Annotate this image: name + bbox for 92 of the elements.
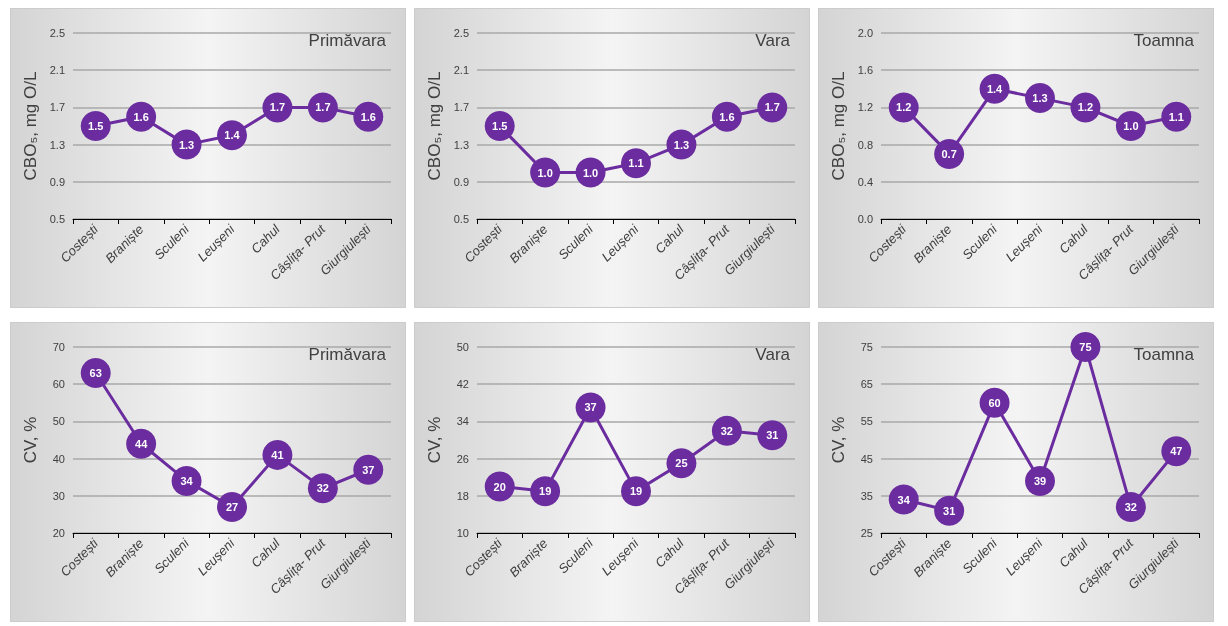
data-label: 32 xyxy=(316,482,329,495)
data-label: 63 xyxy=(89,367,102,380)
data-label: 1.0 xyxy=(537,166,553,179)
y-tick-label: 70 xyxy=(52,341,65,353)
data-label: 34 xyxy=(180,474,194,487)
y-tick-label: 0.0 xyxy=(857,213,873,225)
data-label: 1.3 xyxy=(1032,92,1048,105)
y-tick-label: 18 xyxy=(456,489,469,502)
data-label: 1.6 xyxy=(360,110,376,123)
y-tick-label: 2.5 xyxy=(49,27,65,39)
y-tick-label: 0.5 xyxy=(49,213,65,225)
y-tick-label: 26 xyxy=(456,452,469,465)
y-tick-label: 0.9 xyxy=(453,175,469,188)
y-axis-title: CBO₅, mg O/L xyxy=(20,71,40,181)
chart-title: Toamna xyxy=(1133,345,1195,364)
y-tick-label: 55 xyxy=(860,415,873,428)
y-tick-label: 75 xyxy=(860,341,873,353)
y-tick-label: 1.3 xyxy=(453,138,469,151)
y-tick-label: 42 xyxy=(456,378,469,391)
y-tick-label: 2.1 xyxy=(49,64,65,77)
data-label: 1.1 xyxy=(1168,110,1184,123)
data-label: 37 xyxy=(584,401,597,414)
y-tick-label: 0.4 xyxy=(857,175,873,188)
data-label: 37 xyxy=(362,463,375,476)
data-label: 19 xyxy=(629,485,643,498)
data-label: 31 xyxy=(766,429,779,442)
y-tick-label: 20 xyxy=(52,527,65,539)
data-label: 1.7 xyxy=(315,101,331,114)
point xyxy=(1161,436,1192,467)
y-tick-label: 0.5 xyxy=(453,213,469,225)
data-label: 39 xyxy=(1033,474,1047,487)
y-tick-label: 2.1 xyxy=(453,64,469,77)
y-axis-title: CV, % xyxy=(21,416,40,464)
data-label: 1.5 xyxy=(492,120,508,132)
data-label: 25 xyxy=(675,457,688,470)
data-label: 31 xyxy=(943,504,956,517)
chart-title: Vara xyxy=(755,31,791,50)
y-tick-label: 60 xyxy=(52,378,65,391)
data-label: 1.7 xyxy=(269,101,286,114)
y-tick-label: 2.5 xyxy=(453,27,469,39)
data-label: 1.6 xyxy=(133,110,149,123)
y-tick-label: 10 xyxy=(456,527,469,539)
y-tick-label: 25 xyxy=(860,527,873,539)
y-axis-title: CBO₅, mg O/L xyxy=(828,71,848,181)
data-label: 41 xyxy=(271,448,284,461)
y-tick-label: 40 xyxy=(52,452,65,465)
chart-title: Toamna xyxy=(1133,31,1195,50)
y-tick-label: 50 xyxy=(52,415,65,428)
data-label: 0.7 xyxy=(941,147,957,160)
data-label: 60 xyxy=(988,396,1001,409)
point xyxy=(353,454,384,485)
chart-title: Vara xyxy=(755,345,791,364)
data-label: 44 xyxy=(135,437,149,450)
data-label: 1.0 xyxy=(1123,120,1139,132)
y-tick-label: 1.7 xyxy=(453,101,469,114)
data-label: 1.3 xyxy=(673,138,690,151)
y-tick-label: 1.3 xyxy=(49,138,65,151)
data-label: 34 xyxy=(897,493,911,506)
y-tick-label: 50 xyxy=(456,341,469,353)
data-label: 20 xyxy=(493,480,506,493)
data-label: 47 xyxy=(1170,445,1183,458)
data-label: 1.2 xyxy=(896,101,912,114)
y-tick-label: 1.2 xyxy=(857,101,873,114)
data-label: 1.3 xyxy=(178,138,195,151)
data-label: 1.6 xyxy=(719,110,735,123)
y-tick-label: 0.9 xyxy=(49,175,65,188)
y-tick-label: 65 xyxy=(860,378,873,391)
chart-title: Primăvara xyxy=(308,31,387,50)
y-tick-label: 1.7 xyxy=(49,101,65,114)
y-tick-label: 2.0 xyxy=(857,27,873,39)
data-label: 19 xyxy=(539,485,552,498)
data-label: 75 xyxy=(1079,341,1092,353)
y-tick-label: 1.6 xyxy=(857,64,873,77)
data-label: 1.1 xyxy=(628,157,644,170)
y-tick-label: 45 xyxy=(860,452,873,465)
y-tick-label: 0.8 xyxy=(857,138,873,151)
y-tick-label: 35 xyxy=(860,489,873,502)
chart-title: Primăvara xyxy=(308,345,387,364)
y-axis-title: CV, % xyxy=(425,416,444,464)
data-label: 1.4 xyxy=(986,82,1004,95)
data-label: 32 xyxy=(720,424,733,437)
y-axis-title: CV, % xyxy=(829,416,848,464)
data-label: 27 xyxy=(225,500,239,513)
data-label: 1.5 xyxy=(88,120,104,132)
data-label: 1.2 xyxy=(1077,101,1094,114)
y-axis-title: CBO₅, mg O/L xyxy=(424,71,444,181)
data-label: 1.4 xyxy=(224,129,241,142)
y-tick-label: 34 xyxy=(456,415,469,428)
data-label: 32 xyxy=(1124,500,1137,513)
data-label: 1.7 xyxy=(764,101,780,114)
y-tick-label: 30 xyxy=(52,489,65,502)
data-label: 1.0 xyxy=(582,166,599,179)
